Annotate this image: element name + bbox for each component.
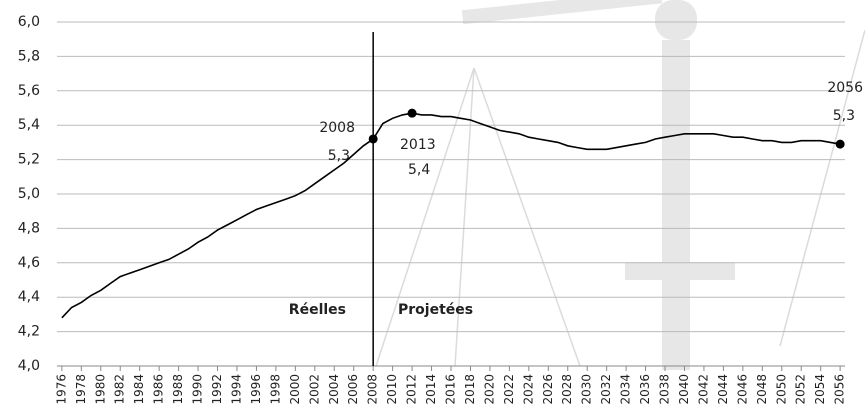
x-tick-label: 2028: [560, 374, 574, 405]
annotation: 5,4: [408, 162, 430, 178]
annotation: Réelles: [289, 302, 346, 318]
x-tick-label: 2014: [424, 374, 438, 405]
x-tick-label: 2050: [774, 374, 788, 405]
x-tick-label: 2020: [482, 374, 496, 405]
x-tick-label: 2054: [813, 374, 827, 405]
x-tick-label: 1982: [113, 374, 127, 405]
x-tick-label: 2044: [716, 374, 730, 405]
x-tick-label: 2000: [288, 374, 302, 405]
y-tick-label: 4,6: [18, 255, 40, 271]
x-tick-label: 2046: [735, 374, 749, 405]
x-tick-label: 1978: [74, 374, 88, 405]
data-line: [62, 113, 840, 318]
x-tick-label: 2026: [541, 374, 555, 405]
x-tick-label: 2018: [463, 374, 477, 405]
y-tick-label: 4,8: [18, 220, 40, 236]
x-tick-label: 1976: [54, 374, 68, 405]
y-tick-label: 6,0: [18, 14, 40, 30]
y-tick-label: 5,0: [18, 186, 40, 202]
x-tick-label: 1984: [132, 374, 146, 405]
highlight-point: [836, 140, 845, 149]
x-tick-label: 1994: [229, 374, 243, 405]
x-tick-label: 2002: [307, 374, 321, 405]
y-tick-label: 5,2: [18, 152, 40, 168]
y-tick-label: 5,6: [18, 83, 40, 99]
x-tick-label: 1992: [210, 374, 224, 405]
highlight-point: [369, 134, 378, 143]
x-tick-label: 1986: [152, 374, 166, 405]
annotation: 2056: [827, 80, 863, 96]
x-tick-label: 2052: [794, 374, 808, 405]
x-tick-label: 2016: [444, 374, 458, 405]
x-tick-label: 2038: [658, 374, 672, 405]
x-tick-label: 2056: [833, 374, 847, 405]
x-tick-label: 2032: [599, 374, 613, 405]
page: 4,0 4,2 4,4 4,6 4,8 5,0 5,2 5,4 5,6 5,8 6,0 1976 197…: [0, 0, 865, 420]
x-tick-label: 1988: [171, 374, 185, 405]
x-tick-label: 2012: [405, 374, 419, 405]
x-tick-label: 2048: [755, 374, 769, 405]
annotation: 2013: [400, 137, 436, 153]
y-tick-label: 4,4: [18, 289, 40, 305]
y-tick-label: 4,2: [18, 324, 40, 340]
y-tick-label: 4,0: [18, 358, 40, 374]
x-tick-label: 1998: [268, 374, 282, 405]
x-tick-label: 2042: [696, 374, 710, 405]
x-tick-label: 2024: [521, 374, 535, 405]
x-tick-label: 2022: [502, 374, 516, 405]
highlight-point: [408, 109, 417, 118]
x-tick-label: 2030: [580, 374, 594, 405]
x-tick-label: 2040: [677, 374, 691, 405]
annotation: 2008: [319, 120, 355, 136]
x-tick-label: 1980: [93, 374, 107, 405]
x-tick-label: 1996: [249, 374, 263, 405]
y-tick-label: 5,8: [18, 48, 40, 64]
annotation: 5,3: [328, 148, 350, 164]
annotation: Projetées: [398, 302, 473, 318]
x-tick-label: 2036: [638, 374, 652, 405]
x-tick-label: 2034: [619, 374, 633, 405]
y-tick-label: 5,4: [18, 117, 40, 133]
x-tick-label: 2010: [385, 374, 399, 405]
x-tick-label: 2006: [346, 374, 360, 405]
x-tick-label: 1990: [191, 374, 205, 405]
x-tick-label: 2008: [366, 374, 380, 405]
annotation: 5,3: [833, 108, 855, 124]
chart: 4,0 4,2 4,4 4,6 4,8 5,0 5,2 5,4 5,6 5,8 6,0 1976 197…: [0, 0, 865, 420]
x-tick-label: 2004: [327, 374, 341, 405]
